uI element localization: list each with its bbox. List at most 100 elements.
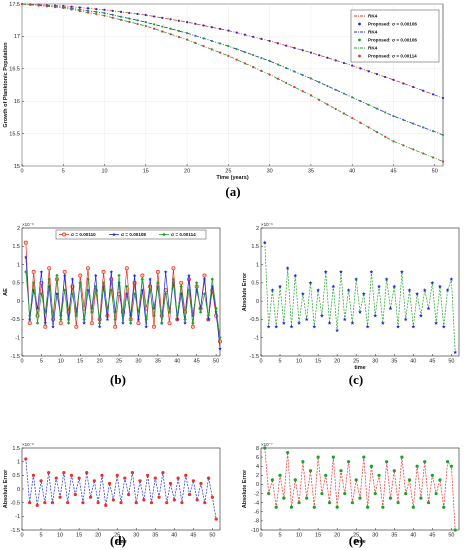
x-tick-label: 5 <box>62 169 65 175</box>
data-point <box>177 35 180 39</box>
data-point <box>380 321 385 325</box>
data-point <box>210 277 215 281</box>
data-point <box>312 505 316 509</box>
data-point <box>267 491 271 496</box>
data-point <box>51 313 55 318</box>
data-point <box>423 460 427 464</box>
data-point <box>169 18 172 21</box>
data-point <box>434 321 439 325</box>
data-point <box>260 69 263 72</box>
legend-label: RK4 <box>368 46 378 51</box>
data-point <box>121 313 125 318</box>
y-axis-label: AE <box>3 288 9 296</box>
y-tick-label: -4 <box>254 500 259 506</box>
x-tick-label: 40 <box>174 359 180 365</box>
data-point <box>334 107 337 111</box>
data-point <box>219 27 222 30</box>
data-point <box>152 23 156 26</box>
data-point <box>218 335 222 340</box>
x-tick-label: 5 <box>40 533 43 539</box>
legend-box <box>55 229 207 240</box>
data-point <box>365 324 370 329</box>
data-point <box>359 99 362 103</box>
data-point <box>202 45 205 48</box>
data-point <box>312 324 317 329</box>
data-point <box>136 12 139 16</box>
data-point <box>202 24 205 27</box>
y-tick-label: -1 <box>254 336 259 342</box>
data-point <box>449 277 454 281</box>
data-point <box>152 27 156 30</box>
data-point <box>210 284 215 289</box>
data-point <box>132 273 137 278</box>
y-tick-label: 16 <box>14 99 20 105</box>
data-point <box>227 29 230 32</box>
data-point <box>426 501 431 505</box>
y-axis-label: Absolute Error <box>242 469 248 508</box>
x-tick-label: 10 <box>58 359 64 365</box>
y-tick-label: 0.5 <box>12 473 20 479</box>
data-point <box>351 64 354 67</box>
data-point <box>100 473 104 477</box>
data-point <box>381 505 385 509</box>
data-point <box>113 324 118 329</box>
y-tick-label: -1 <box>15 514 20 520</box>
data-point <box>430 280 435 285</box>
data-point <box>194 22 197 25</box>
y-tick-label: 17.5 <box>9 2 20 8</box>
data-point <box>115 473 119 477</box>
plot-frame <box>260 447 460 531</box>
data-point <box>24 457 28 461</box>
x-tick-label: 15 <box>315 359 321 365</box>
data-point <box>319 313 324 318</box>
x-tick-label: 15 <box>76 533 82 539</box>
x-axis-label: time <box>354 539 365 545</box>
data-point <box>361 291 366 296</box>
data-point <box>367 126 370 129</box>
data-point <box>134 501 138 505</box>
data-point <box>119 10 123 14</box>
data-point <box>148 288 152 292</box>
x-tick-label: 25 <box>116 359 122 365</box>
y-tick-label: 15.5 <box>9 131 20 137</box>
data-point <box>219 42 222 45</box>
data-point <box>66 501 70 505</box>
x-tick-label: 45 <box>429 359 435 365</box>
data-point <box>117 280 121 285</box>
data-point <box>183 321 187 325</box>
legend-label: σ = 0.00114 <box>171 232 196 237</box>
data-point <box>39 269 44 274</box>
data-point <box>274 505 278 509</box>
data-point <box>442 505 446 509</box>
legend-label: RK4 <box>368 14 378 19</box>
data-point <box>202 292 207 296</box>
data-point <box>111 16 114 19</box>
data-point <box>268 39 271 43</box>
data-point <box>136 22 139 26</box>
data-point <box>252 53 255 57</box>
data-point <box>324 473 328 477</box>
data-point <box>66 317 71 322</box>
y-tick-label: 0.5 <box>251 281 259 287</box>
data-point <box>111 498 115 502</box>
data-point <box>318 98 321 102</box>
data-point <box>396 501 400 505</box>
data-point <box>262 240 267 245</box>
data-point <box>210 48 213 51</box>
data-point <box>66 321 71 325</box>
data-point <box>82 317 86 322</box>
data-point <box>402 118 405 121</box>
data-point <box>140 277 145 281</box>
data-point <box>77 476 81 480</box>
data-point <box>218 346 222 351</box>
data-point <box>266 324 271 329</box>
data-point <box>171 280 176 285</box>
data-point <box>119 15 123 18</box>
data-point <box>323 269 328 274</box>
data-point <box>101 269 106 274</box>
data-point <box>351 96 354 99</box>
data-point <box>20 2 24 6</box>
y-tick-label: -10 <box>251 528 259 534</box>
data-point <box>214 310 218 314</box>
data-point <box>169 33 172 36</box>
